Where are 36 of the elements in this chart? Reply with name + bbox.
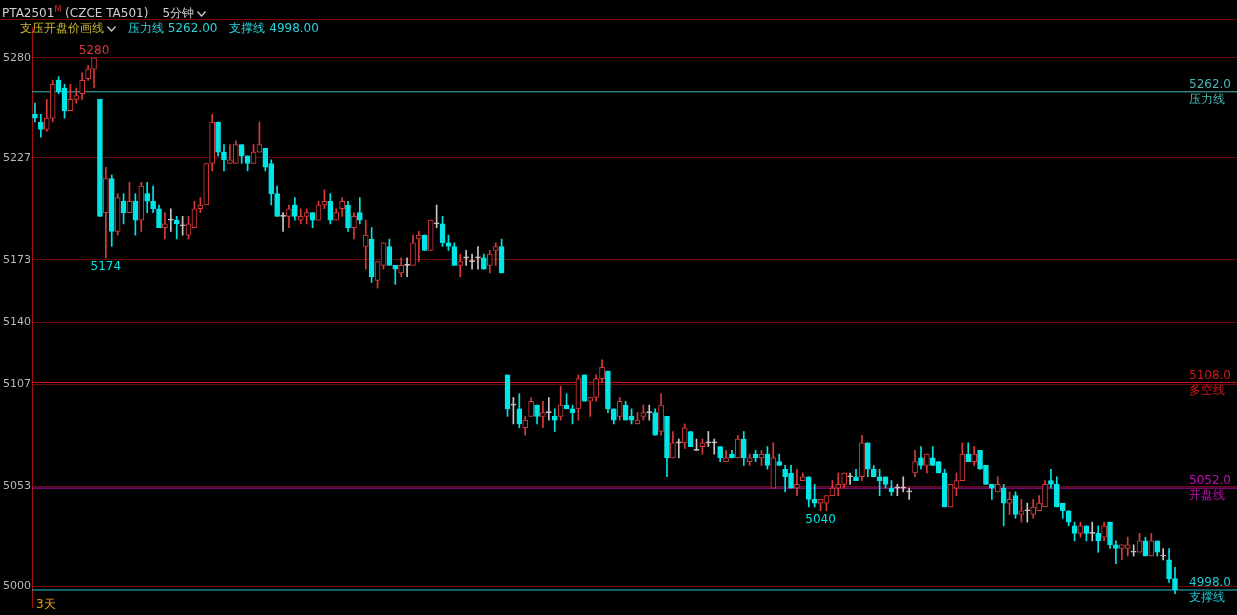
candlestick: [392, 265, 399, 285]
candlestick: [1160, 548, 1166, 561]
candlestick: [227, 144, 233, 164]
candlestick: [463, 249, 469, 266]
candlestick: [675, 438, 682, 459]
y-tick-label: 5173: [3, 252, 31, 266]
chart-title: PTA2501$^{M}$ (CZCE TA501): [2, 5, 149, 20]
y-tick-label: 5000: [3, 579, 31, 593]
annotation: 5040: [805, 511, 836, 526]
annotation: 5174: [90, 258, 122, 273]
candlestick: [540, 400, 546, 429]
ref-line-label: 5052.0 开盘线: [1189, 473, 1231, 503]
y-tick-label: 5227: [3, 150, 31, 164]
candlestick: [362, 219, 369, 270]
ref-line-label: 5262.0 压力线: [1189, 76, 1231, 106]
candlestick: [167, 208, 174, 232]
annotation: 支撑线 4998.00: [229, 21, 319, 35]
y-tick-label: 5140: [3, 314, 31, 328]
annotation: 压力线 5262.00: [128, 21, 218, 35]
candlestick: [457, 253, 464, 278]
annotation: 支压开盘价画线: [20, 21, 105, 35]
y-tick-label: 5107: [3, 377, 31, 391]
candlestick: [475, 246, 481, 270]
chart-subtitle: 5分钟: [162, 6, 195, 20]
y-tick-label: 5280: [3, 50, 31, 64]
candlestick: [587, 397, 594, 417]
y-tick-label: 5053: [3, 479, 31, 493]
annotation: 3天: [36, 596, 56, 613]
candlestick: [1113, 540, 1119, 564]
candlestick: [906, 487, 912, 500]
ref-line-label: 4998.0 支撑线: [1189, 575, 1231, 605]
candlestick: [492, 242, 499, 266]
candlestick: [847, 472, 853, 485]
ref-line-label: 5108.0 多空线: [1189, 367, 1231, 397]
annotation: 5280: [78, 42, 110, 57]
candlestick: [1024, 502, 1031, 523]
